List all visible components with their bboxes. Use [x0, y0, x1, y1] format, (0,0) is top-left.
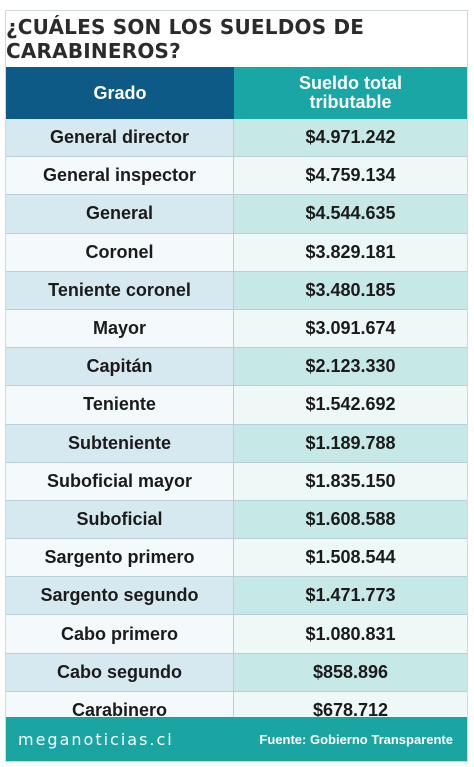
- cell-grado: General: [6, 195, 235, 234]
- table-row: Sargento segundo $1.471.773: [6, 577, 467, 616]
- cell-grado: Mayor: [6, 309, 235, 349]
- cell-grado: Teniente: [6, 386, 235, 425]
- table-row: General inspector $4.759.134: [6, 157, 467, 196]
- table-row: General $4.544.635: [6, 195, 467, 234]
- cell-grado: Coronel: [6, 233, 235, 272]
- cell-grado: Cabo primero: [6, 615, 235, 654]
- cell-grado: Subteniente: [6, 424, 235, 463]
- table-row: Capitán $2.123.330: [6, 348, 467, 387]
- cell-sueldo: $4.759.134: [234, 157, 467, 196]
- footer-bar: meganoticias.cl Fuente: Gobierno Transpa…: [6, 717, 467, 761]
- table-row: Suboficial mayor $1.835.150: [6, 462, 467, 501]
- page-title: ¿CUÁLES SON LOS SUELDOS DE CARABINEROS?: [6, 15, 365, 63]
- table-row: Mayor $3.091.674: [6, 309, 467, 349]
- cell-sueldo: $1.835.150: [234, 462, 467, 501]
- cell-sueldo: $3.480.185: [234, 271, 467, 310]
- cell-sueldo: $1.471.773: [234, 577, 467, 616]
- table-row: General director $4.971.242: [6, 119, 467, 158]
- table-row: Cabo primero $1.080.831: [6, 615, 467, 654]
- table-row: Cabo segundo $858.896: [6, 653, 467, 692]
- table-body: General director $4.971.242 General inspec…: [6, 119, 467, 730]
- table-row: Subteniente $1.189.788: [6, 424, 467, 463]
- cell-sueldo: $1.608.588: [234, 500, 467, 540]
- cell-sueldo: $3.829.181: [234, 233, 467, 272]
- cell-grado: Cabo segundo: [6, 653, 235, 692]
- cell-grado: Sargento primero: [6, 539, 235, 578]
- source-credit: Fuente: Gobierno Transparente: [259, 731, 453, 747]
- cell-grado: Teniente coronel: [6, 271, 235, 310]
- cell-sueldo: $2.123.330: [234, 348, 467, 387]
- cell-sueldo: $858.896: [234, 653, 467, 692]
- cell-sueldo: $3.091.674: [234, 309, 467, 349]
- cell-sueldo: $4.971.242: [234, 119, 467, 158]
- cell-grado: Sargento segundo: [6, 577, 235, 616]
- cell-grado: General director: [6, 119, 235, 158]
- table-header: Grado Sueldo total tributable: [6, 67, 467, 119]
- column-header-sueldo-line1: Sueldo total: [299, 73, 402, 93]
- brand-logo-text: meganoticias.cl: [18, 729, 174, 749]
- cell-grado: Suboficial mayor: [6, 462, 235, 501]
- table-row: Coronel $3.829.181: [6, 233, 467, 272]
- table-row: Sargento primero $1.508.544: [6, 539, 467, 578]
- salary-table: Grado Sueldo total tributable General di…: [6, 67, 467, 730]
- table-row: Suboficial $1.608.588: [6, 500, 467, 540]
- cell-sueldo: $1.080.831: [234, 615, 467, 654]
- table-row: Teniente $1.542.692: [6, 386, 467, 425]
- cell-sueldo: $1.542.692: [234, 386, 467, 425]
- cell-grado: Capitán: [6, 348, 235, 387]
- table-row: Teniente coronel $3.480.185: [6, 271, 467, 310]
- infographic-card: ¿CUÁLES SON LOS SUELDOS DE CARABINEROS? …: [5, 10, 468, 762]
- cell-sueldo: $4.544.635: [234, 195, 467, 234]
- column-header-sueldo: Sueldo total tributable: [234, 67, 467, 119]
- column-header-sueldo-line2: tributable: [309, 92, 392, 112]
- cell-sueldo: $1.189.788: [234, 424, 467, 463]
- column-header-grado: Grado: [6, 67, 235, 119]
- cell-sueldo: $1.508.544: [234, 539, 467, 578]
- cell-grado: Suboficial: [6, 500, 235, 540]
- cell-grado: General inspector: [6, 157, 235, 196]
